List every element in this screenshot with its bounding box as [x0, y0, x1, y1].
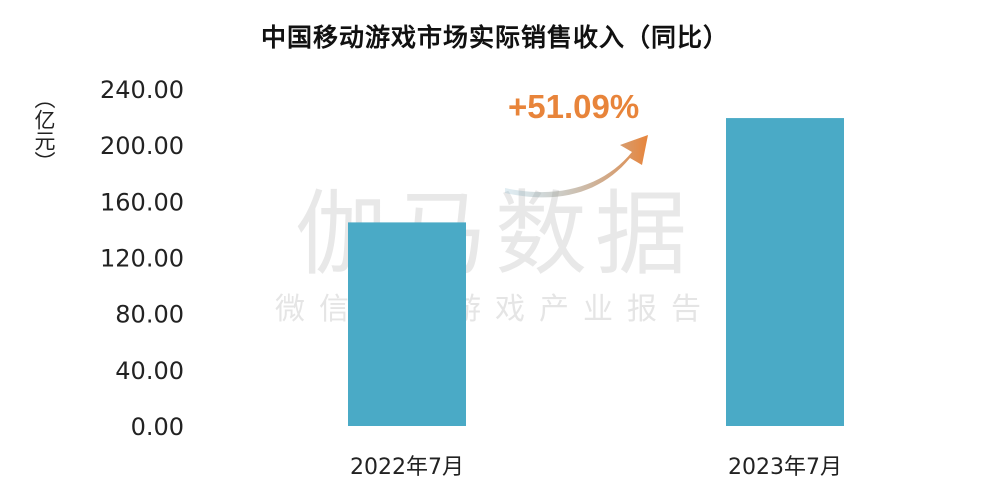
y-tick-label: 0.00 [131, 413, 184, 441]
bar [726, 118, 844, 426]
x-axis-labels: 2022年7月 2023年7月 [350, 455, 842, 480]
x-tick-label: 2022年7月 [350, 455, 464, 480]
chart-title: 中国移动游戏市场实际销售收入（同比） [260, 23, 729, 52]
y-tick-label: 160.00 [100, 188, 184, 216]
watermark-wechat: 微信号：游戏产业报告 [275, 292, 715, 327]
bar [348, 222, 466, 426]
bars [348, 118, 844, 426]
y-tick-label: 40.00 [115, 357, 184, 385]
y-tick-label: 200.00 [100, 132, 184, 160]
y-axis-label: （亿元） [32, 88, 56, 172]
x-tick-label: 2023年7月 [728, 455, 842, 480]
growth-arrow [505, 135, 648, 198]
y-axis-ticks: 0.00 40.00 80.00 120.00 160.00 200.00 240.00 [100, 76, 184, 441]
growth-annotation: +51.09% [508, 88, 640, 125]
y-tick-label: 80.00 [115, 301, 184, 329]
y-tick-label: 240.00 [100, 76, 184, 104]
y-tick-label: 120.00 [100, 245, 184, 273]
